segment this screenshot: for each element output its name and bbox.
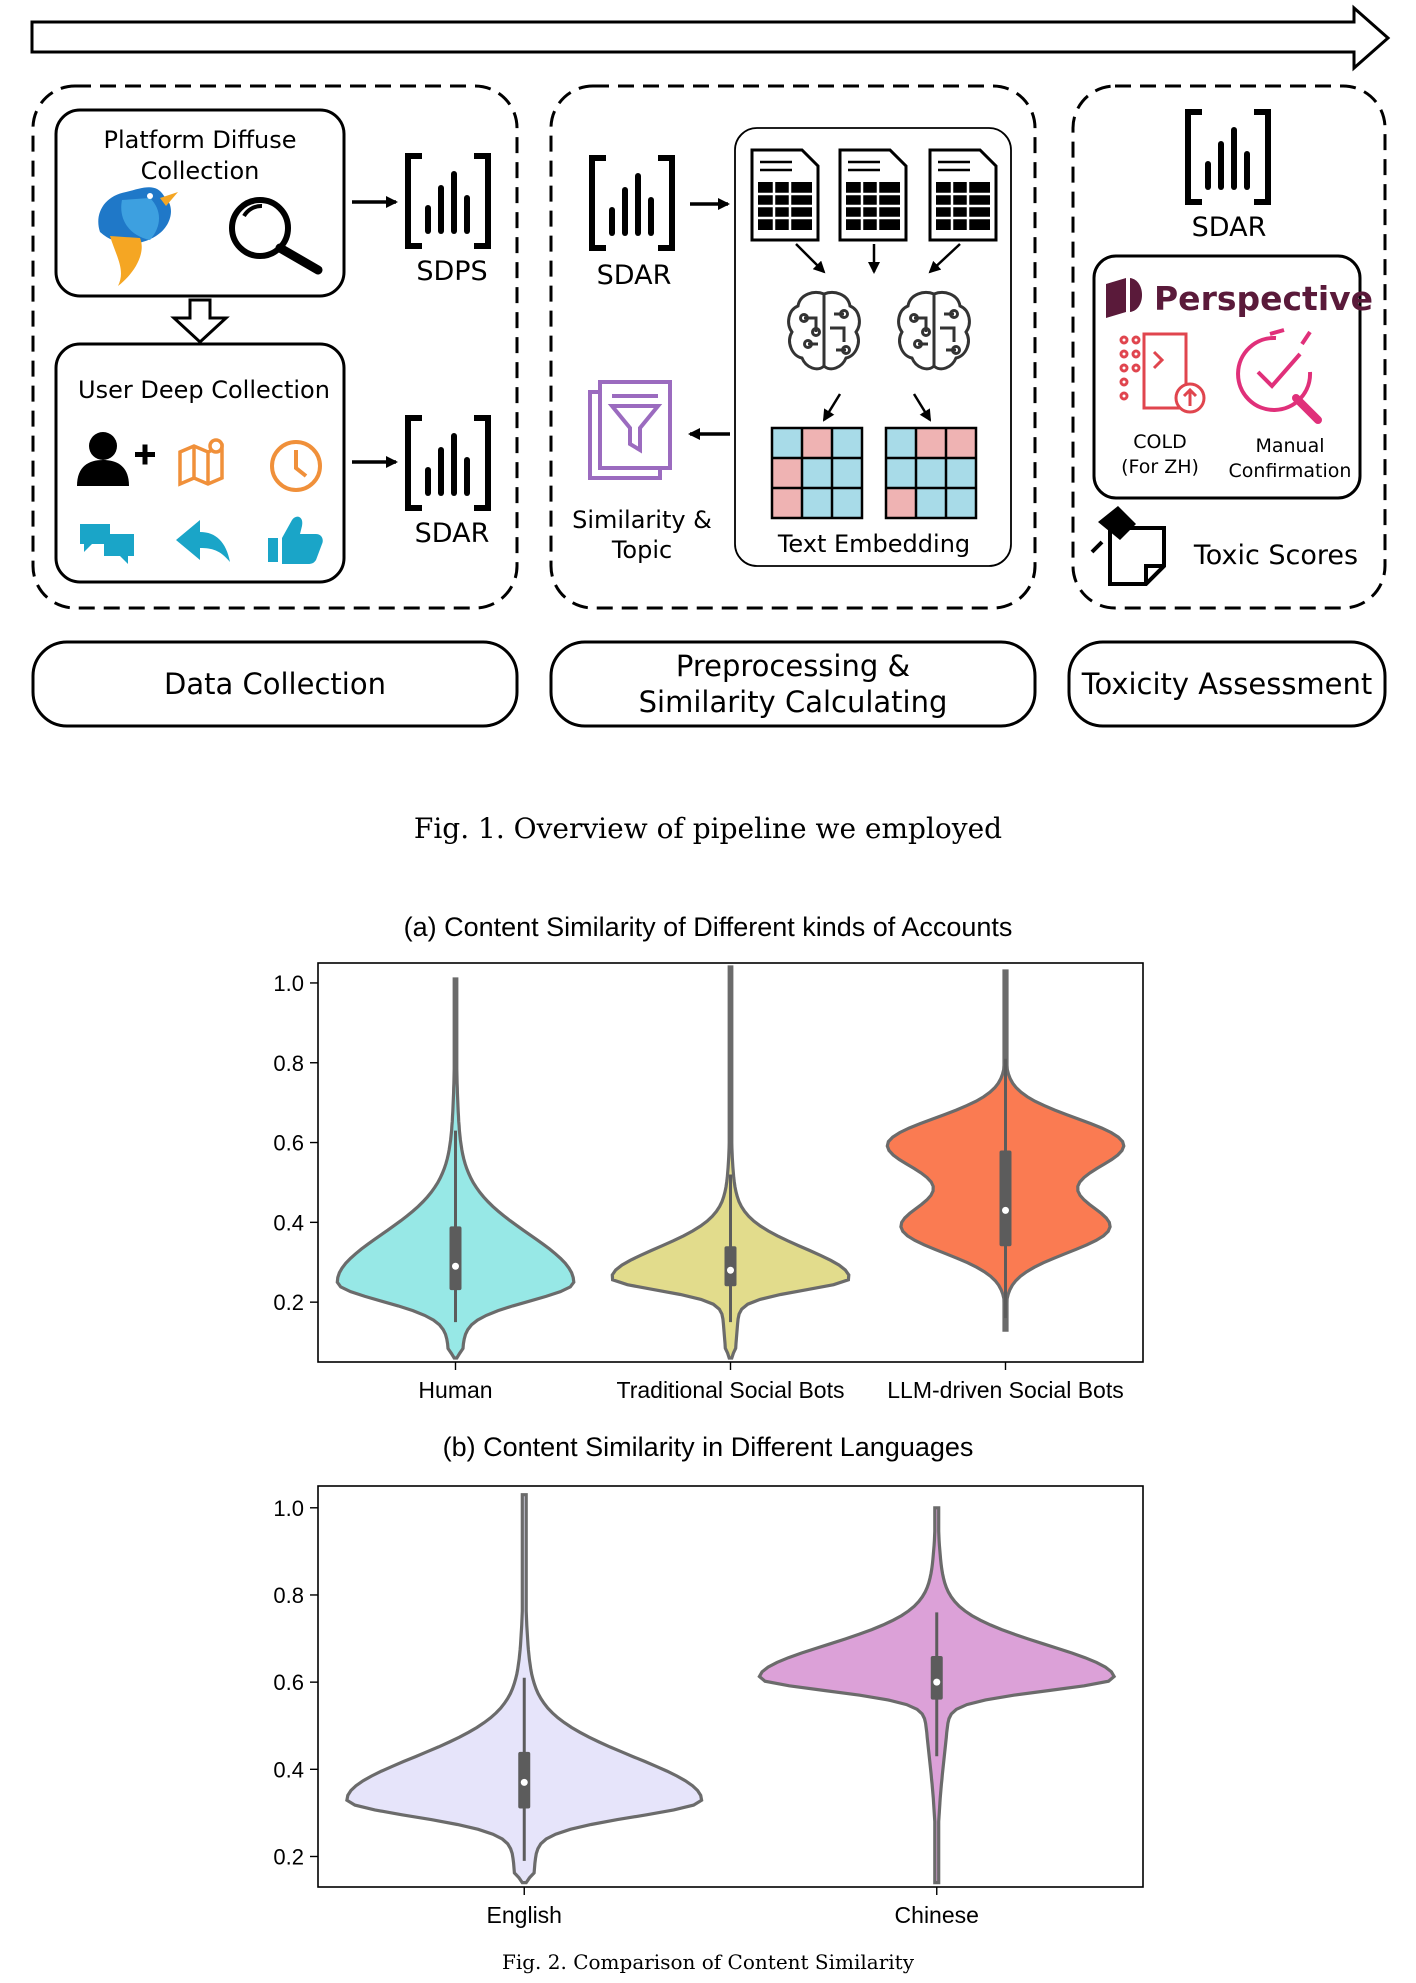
magnifier-icon — [229, 197, 323, 275]
violin-traditional-social-bots — [610, 965, 851, 1360]
iqr-box — [449, 1226, 462, 1291]
map-icon — [178, 438, 224, 487]
sdar-icon-3 — [1188, 112, 1268, 202]
toxicity-label: Toxicity Assessment — [1081, 667, 1373, 701]
perspective-logo-icon — [1106, 278, 1142, 318]
iqr-box — [724, 1246, 737, 1287]
chart-b-title: (b) Content Similarity in Different Lang… — [442, 1432, 974, 1462]
data-collection-panel — [31, 84, 519, 610]
document-icon-1 — [750, 148, 820, 242]
figure-2-caption: Fig. 2. Comparison of Content Similarity — [501, 1950, 914, 1974]
sdar-label-1: SDAR — [415, 518, 490, 549]
similarity-label: Similarity & — [572, 506, 712, 534]
platform-box-subtitle: Collection — [141, 157, 260, 185]
y-tick-label: 0.8 — [273, 1051, 304, 1076]
x-tick-label: Traditional Social Bots — [617, 1377, 845, 1403]
bird-icon — [98, 187, 178, 286]
sticky-note-icon — [1090, 506, 1166, 586]
preprocessing-stage — [549, 640, 1037, 728]
data-collection-label: Data Collection — [164, 667, 386, 701]
y-tick-label: 0.2 — [273, 1290, 304, 1315]
preprocessing-label-1: Preprocessing & — [676, 649, 910, 683]
y-tick-label: 0.4 — [273, 1757, 304, 1782]
y-tick-label: 0.6 — [273, 1670, 304, 1695]
toxicity-stage — [1067, 640, 1387, 728]
violin-chart-b: 0.2 0.4 0.6 0.8 1.0 English Chinese — [273, 1485, 1144, 1928]
sdar-icon-2 — [592, 158, 672, 248]
sdar-icon-1 — [408, 418, 488, 508]
toxic-scores-label: Toxic Scores — [1193, 540, 1358, 571]
arrow-brain1-grid — [822, 393, 842, 422]
x-tick-label: Chinese — [895, 1902, 979, 1928]
preprocessing-panel — [549, 84, 1037, 610]
y-tick-label: 0.8 — [273, 1583, 304, 1608]
y-tick-label: 0.6 — [273, 1131, 304, 1156]
perspective-box — [1092, 254, 1362, 500]
down-hollow-arrow — [170, 298, 230, 345]
y-tick-label: 1.0 — [273, 1496, 304, 1521]
topic-label: Topic — [611, 536, 672, 564]
median-dot — [520, 1778, 528, 1786]
cold-icon — [1119, 332, 1206, 414]
sdps-label: SDPS — [416, 256, 487, 287]
manual-confirmation-icon — [1236, 328, 1322, 424]
toxicity-panel — [1071, 84, 1387, 610]
thumbs-up-icon — [268, 516, 323, 564]
cold-label-1: COLD — [1133, 431, 1186, 453]
arrow-doc3-brain — [928, 243, 961, 274]
median-dot — [1002, 1206, 1009, 1214]
iqr-box — [999, 1150, 1012, 1247]
filter-document-icon — [588, 380, 672, 480]
y-tick-label: 0.4 — [273, 1210, 304, 1235]
median-dot — [452, 1262, 459, 1270]
pipeline-direction-arrow — [30, 4, 1391, 72]
iqr-box — [930, 1655, 943, 1700]
document-icon-2 — [838, 148, 908, 242]
x-tick-label: English — [487, 1902, 562, 1928]
document-icon-3 — [928, 148, 998, 242]
preprocessing-label-2: Similarity Calculating — [639, 685, 948, 719]
manual-label-2: Confirmation — [1229, 460, 1352, 482]
arrow-brain2-grid — [912, 393, 932, 422]
add-user-icon — [77, 432, 155, 486]
user-deep-box — [54, 342, 346, 584]
median-dot — [933, 1678, 941, 1686]
y-tick-label: 0.2 — [273, 1844, 304, 1869]
figure-1-caption: Fig. 1. Overview of pipeline we employed — [413, 812, 1003, 845]
pipeline-diagram: Platform Diffuse Collection SDPS User De… — [30, 4, 1391, 728]
median-dot — [727, 1266, 734, 1274]
sdps-icon — [408, 156, 488, 246]
perspective-label: Perspective — [1154, 279, 1373, 318]
sdar-label-2: SDAR — [597, 260, 672, 291]
text-embedding-label: Text Embedding — [777, 530, 970, 558]
chart-a-title: (a) Content Similarity of Different kind… — [403, 912, 1013, 942]
user-box-title: User Deep Collection — [78, 376, 330, 404]
reply-icon — [176, 520, 230, 562]
cold-label-2: (For ZH) — [1121, 456, 1199, 478]
embedding-matrix-2 — [884, 426, 978, 520]
data-collection-stage — [31, 640, 519, 728]
embedding-matrix-1 — [770, 426, 864, 520]
sdar-label-3: SDAR — [1192, 212, 1267, 243]
clock-icon — [270, 440, 322, 492]
manual-label-1: Manual — [1255, 435, 1324, 457]
x-tick-label: LLM-driven Social Bots — [887, 1377, 1124, 1403]
chat-icon — [80, 524, 134, 564]
x-tick-label: Human — [418, 1377, 492, 1403]
violin-chart-a: 0.2 0.4 0.6 0.8 1.0 Human Traditional Social B… — [273, 962, 1144, 1403]
platform-box-title: Platform Diffuse — [103, 126, 296, 154]
y-tick-label: 1.0 — [273, 971, 304, 996]
arrow-doc1-brain — [795, 243, 826, 274]
